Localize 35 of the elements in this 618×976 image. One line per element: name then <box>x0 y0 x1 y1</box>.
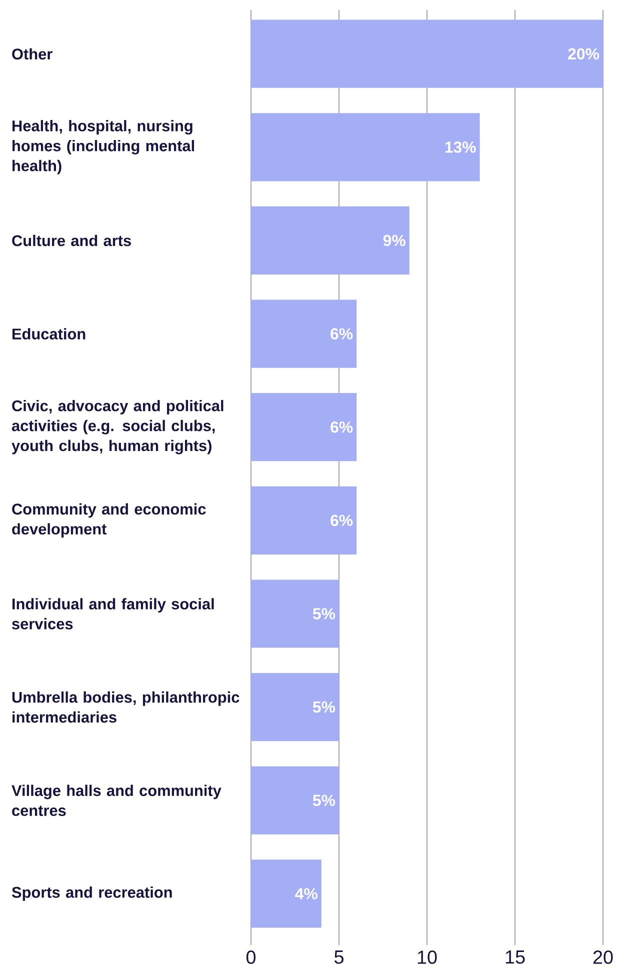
y-tick-label: Health, hospital, nursing homes (including mental health) <box>12 120 194 174</box>
y-tick-label: Civic, advocacy and political activities (e.g. social clubs, youth clubs, human rights) <box>12 400 224 454</box>
data-label: 5% <box>312 608 336 620</box>
x-tick-label: 10 <box>418 950 437 964</box>
y-tick-label: Sports and recreation <box>12 886 172 901</box>
bar <box>251 860 322 928</box>
x-tick-label: 20 <box>593 950 613 964</box>
bar <box>251 300 357 368</box>
bar <box>251 766 339 834</box>
data-label: 13% <box>445 142 476 153</box>
y-tick-label: Education <box>12 328 86 340</box>
y-tick-label: Culture and arts <box>12 234 131 246</box>
bar <box>251 113 480 182</box>
data-label: 9% <box>383 234 406 246</box>
x-tick-label: 5 <box>334 950 344 964</box>
y-tick-label: Other <box>12 48 52 60</box>
y-tick-label: Village halls and community centres <box>12 784 222 816</box>
data-label: 4% <box>295 888 318 900</box>
bar <box>251 580 339 648</box>
data-label: 6% <box>330 421 353 433</box>
x-tick-label: 0 <box>246 950 256 964</box>
data-label: 5% <box>312 794 336 806</box>
bar <box>251 486 357 554</box>
bar <box>251 20 603 88</box>
y-tick-label: Community and economic development <box>12 503 206 538</box>
bar <box>251 206 410 275</box>
y-tick-label: Individual and family social services <box>12 598 214 630</box>
data-label: 6% <box>330 514 353 526</box>
y-tick-label: Umbrella bodies, philanthropic intermediaries <box>12 691 240 723</box>
bar <box>251 393 357 462</box>
bar <box>251 673 339 742</box>
data-label: 5% <box>312 701 336 713</box>
data-label: 6% <box>330 328 353 340</box>
x-tick-label: 15 <box>506 950 525 964</box>
data-label: 20% <box>568 48 600 60</box>
